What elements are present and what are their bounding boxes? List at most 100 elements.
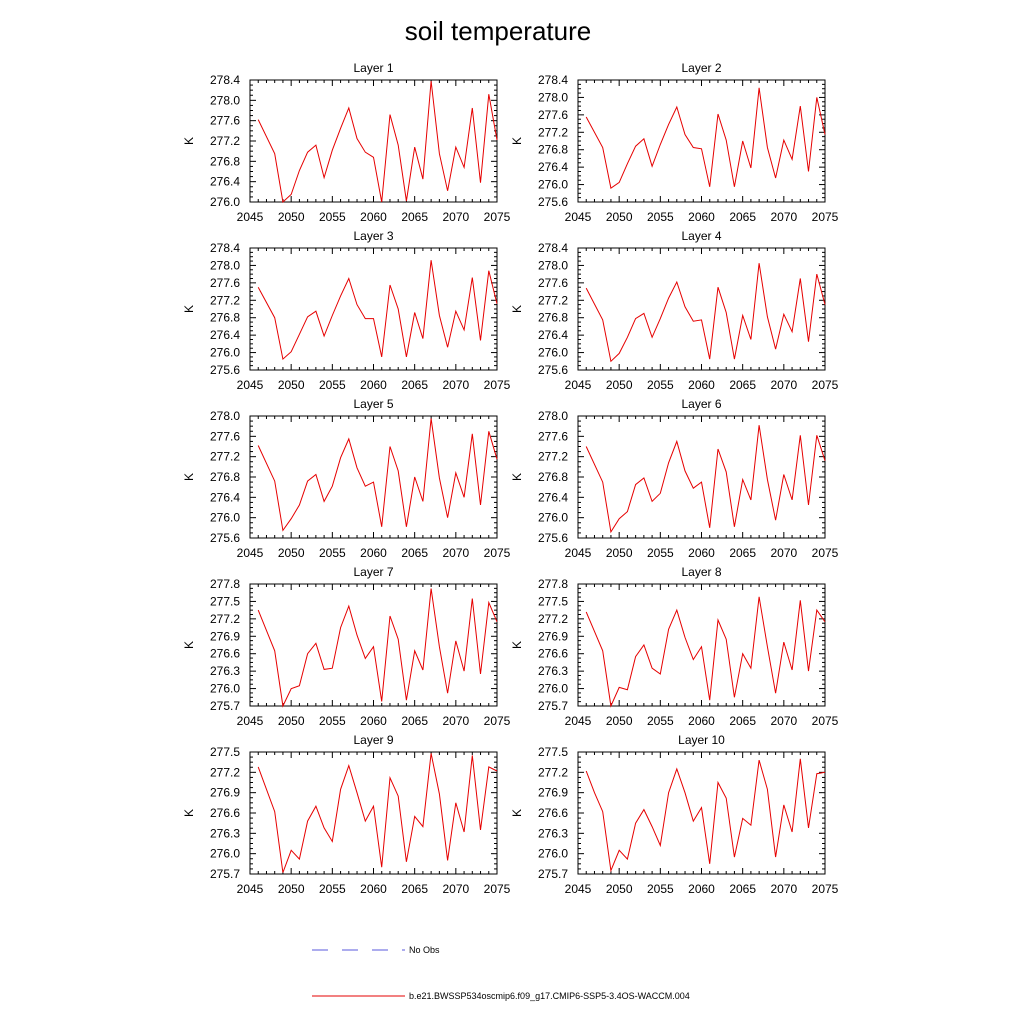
y-tick-label: 275.7 [210,867,240,881]
y-tick-label: 278.0 [210,93,240,107]
x-tick-label: 2070 [442,546,469,560]
y-tick-label: 275.7 [538,699,568,713]
y-tick-label: 275.7 [538,867,568,881]
legend-label-no-obs: No Obs [409,945,440,955]
x-tick-label: 2060 [688,882,715,896]
x-tick-label: 2050 [606,714,633,728]
x-tick-label: 2070 [770,714,797,728]
y-tick-label: 276.9 [210,629,240,643]
y-tick-label: 277.2 [538,125,568,139]
plot-frame [249,247,498,371]
y-tick-label: 277.2 [538,450,568,464]
x-tick-label: 2075 [484,378,511,392]
y-tick-label: 276.6 [210,806,240,820]
series-line [257,753,498,873]
panel-layer-1: Layer 1 2045 2050 2055 2060 2065 2070 2075 276.0… [182,61,511,224]
x-tick-label: 2055 [319,714,346,728]
plot-frame [249,583,498,707]
x-tick-label: 2060 [688,378,715,392]
y-tick-label: 276.0 [538,682,568,696]
y-tick-label: 278.4 [538,73,568,87]
panel-title: Layer 2 [681,61,721,75]
y-axis-label: K [182,473,196,481]
y-tick-label: 277.6 [210,429,240,443]
panel-layer-9: Layer 9 2045 2050 2055 2060 2065 2070 2075 275.7… [182,733,511,896]
y-tick-label: 276.0 [210,682,240,696]
y-tick-label: 277.6 [210,276,240,290]
x-tick-label: 2075 [812,714,839,728]
x-tick-label: 2065 [401,378,428,392]
panel-title: Layer 3 [353,229,393,243]
x-tick-label: 2065 [729,546,756,560]
y-tick-label: 276.3 [210,826,240,840]
x-tick-label: 2070 [442,882,469,896]
x-tick-label: 2045 [237,378,264,392]
x-tick-label: 2070 [770,378,797,392]
y-axis-label: K [510,473,524,481]
x-tick-label: 2055 [647,378,674,392]
x-tick-label: 2075 [484,546,511,560]
panel-layer-2: Layer 2 2045 2050 2055 2060 2065 2070 2075 275.6… [510,61,839,224]
x-tick-label: 2050 [606,546,633,560]
x-tick-label: 2050 [606,210,633,224]
y-tick-label: 276.8 [210,154,240,168]
y-tick-label: 277.8 [538,577,568,591]
y-tick-label: 276.0 [538,178,568,192]
x-tick-label: 2045 [565,882,592,896]
series-line [585,425,826,534]
panel-title: Layer 7 [353,565,393,579]
y-axis-label: K [510,809,524,817]
plot-frame [577,751,826,875]
y-tick-label: 278.0 [210,258,240,272]
x-tick-label: 2075 [812,378,839,392]
y-tick-label: 277.5 [210,594,240,608]
plot-frame [249,751,498,875]
y-tick-label: 276.8 [538,470,568,484]
y-tick-label: 277.6 [538,276,568,290]
x-tick-label: 2075 [484,714,511,728]
y-tick-label: 277.2 [210,134,240,148]
x-tick-label: 2050 [278,714,305,728]
y-tick-label: 276.9 [210,786,240,800]
y-axis-label: K [182,641,196,649]
y-tick-label: 276.0 [210,847,240,861]
x-tick-label: 2045 [237,546,264,560]
y-axis-label: K [510,305,524,313]
y-tick-label: 277.6 [538,429,568,443]
y-tick-label: 277.6 [538,108,568,122]
panel-title: Layer 1 [353,61,393,75]
y-axis-label: K [182,137,196,145]
x-tick-label: 2055 [319,210,346,224]
plot-frame [249,415,498,539]
y-tick-label: 276.6 [210,647,240,661]
y-tick-label: 276.6 [538,647,568,661]
x-tick-label: 2045 [565,210,592,224]
panel-layer-6: Layer 6 2045 2050 2055 2060 2065 2070 2075 275.6… [510,397,839,560]
panel-layer-8: Layer 8 2045 2050 2055 2060 2065 2070 2075 275.7… [510,565,839,728]
legend: No Obs b.e21.BWSSP534oscmip6.f09_g17.CMI… [312,945,690,1001]
series-line [257,80,498,203]
x-tick-label: 2070 [442,210,469,224]
y-tick-label: 277.2 [210,293,240,307]
x-tick-label: 2060 [360,882,387,896]
x-tick-label: 2045 [237,210,264,224]
y-tick-label: 276.3 [538,826,568,840]
y-tick-label: 276.9 [538,629,568,643]
x-tick-label: 2055 [647,546,674,560]
y-tick-label: 276.0 [538,346,568,360]
x-tick-label: 2045 [565,378,592,392]
y-axis-label: K [510,641,524,649]
y-tick-label: 276.4 [538,328,568,342]
plot-frame [577,415,826,539]
y-tick-label: 276.0 [538,847,568,861]
plot-frame [577,583,826,707]
y-tick-label: 276.0 [210,346,240,360]
x-tick-label: 2065 [729,378,756,392]
panel-layer-7: Layer 7 2045 2050 2055 2060 2065 2070 2075 275.7… [182,565,511,728]
y-tick-label: 276.8 [538,311,568,325]
x-tick-label: 2060 [360,378,387,392]
x-tick-label: 2050 [606,882,633,896]
y-tick-label: 276.6 [538,806,568,820]
x-tick-label: 2055 [319,378,346,392]
series-line [585,596,826,708]
